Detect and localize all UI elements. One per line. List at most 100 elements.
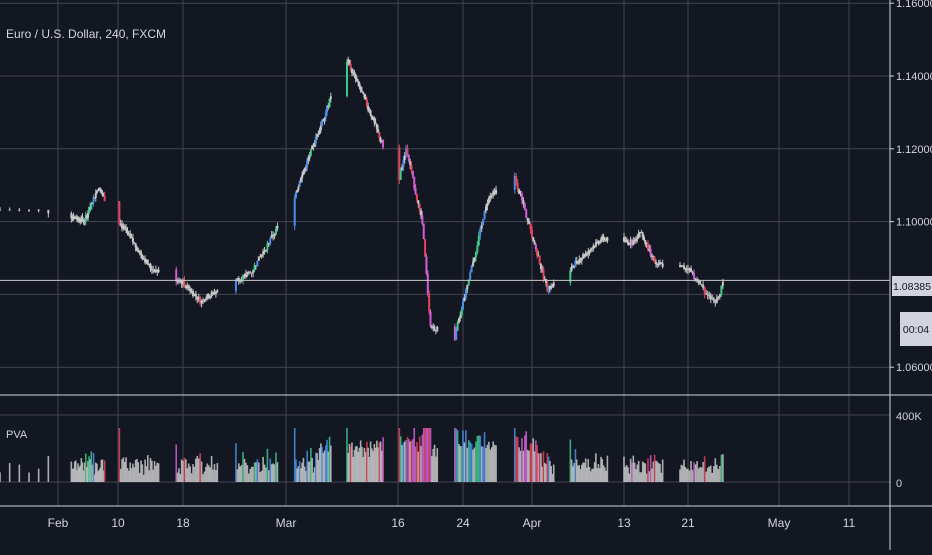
candle bbox=[323, 117, 326, 125]
candle bbox=[186, 282, 189, 291]
volume-bar bbox=[237, 463, 240, 482]
candle bbox=[425, 253, 428, 276]
volume-axis-label: 0 bbox=[896, 478, 902, 490]
candle bbox=[70, 211, 73, 223]
volume-bar bbox=[138, 472, 141, 482]
volume-bar bbox=[426, 428, 429, 482]
volume-bar bbox=[357, 451, 359, 482]
price-axis-label: 1.12000 bbox=[896, 144, 932, 156]
volume-bar bbox=[687, 468, 689, 482]
volume-bar bbox=[256, 459, 259, 482]
volume-bar bbox=[702, 461, 704, 482]
candle bbox=[347, 56, 350, 66]
candle bbox=[411, 170, 414, 179]
volume-bar bbox=[681, 465, 684, 482]
volume-bar bbox=[353, 449, 356, 482]
volume-bar bbox=[643, 462, 645, 482]
candle bbox=[460, 306, 463, 319]
volume-bar bbox=[541, 466, 544, 482]
volume-bar bbox=[93, 474, 96, 482]
candle bbox=[187, 284, 190, 291]
volume-bar bbox=[311, 457, 313, 482]
candle bbox=[536, 247, 539, 259]
volume-bar bbox=[661, 459, 664, 482]
volume-bar bbox=[696, 461, 698, 482]
volume-bar bbox=[465, 430, 467, 482]
volume-bar bbox=[265, 467, 267, 482]
candle bbox=[656, 263, 659, 269]
candle bbox=[368, 107, 371, 113]
candle bbox=[539, 262, 542, 273]
candle bbox=[644, 239, 647, 247]
candle bbox=[253, 262, 256, 273]
candle bbox=[457, 317, 460, 324]
volume-bar bbox=[245, 462, 247, 482]
volume-bar bbox=[516, 436, 519, 482]
candle bbox=[551, 283, 554, 288]
volume-bar bbox=[189, 466, 191, 482]
candle bbox=[633, 237, 636, 244]
volume-bar bbox=[152, 469, 155, 482]
candle bbox=[518, 188, 521, 195]
volume-bar bbox=[183, 457, 186, 482]
volume-bar bbox=[368, 456, 371, 482]
candle bbox=[606, 236, 609, 244]
volume-bar bbox=[403, 441, 406, 482]
candle bbox=[213, 288, 216, 296]
candle bbox=[214, 290, 217, 298]
volume-bar bbox=[202, 474, 204, 482]
volume-bar bbox=[318, 448, 321, 482]
volume-bar bbox=[584, 458, 587, 482]
volume-bar bbox=[132, 463, 134, 482]
volume-bar bbox=[258, 462, 260, 482]
volume-bar bbox=[262, 456, 264, 482]
candle bbox=[360, 86, 363, 93]
candle bbox=[645, 241, 648, 248]
candle bbox=[570, 263, 573, 273]
candle bbox=[304, 164, 307, 172]
volume-bar bbox=[644, 463, 647, 482]
volume-bar bbox=[532, 438, 535, 482]
volume-bar bbox=[436, 448, 439, 482]
volume-bar bbox=[598, 468, 601, 482]
candle bbox=[594, 238, 597, 248]
volume-bar bbox=[153, 461, 156, 482]
candle bbox=[135, 245, 138, 252]
candle bbox=[600, 236, 602, 244]
candle bbox=[184, 284, 187, 290]
volume-bar bbox=[521, 438, 523, 482]
candle bbox=[363, 93, 366, 100]
candle bbox=[297, 184, 300, 192]
candle bbox=[81, 213, 84, 223]
candle bbox=[47, 209, 50, 218]
volume-bar bbox=[323, 450, 326, 482]
volume-bar bbox=[322, 452, 325, 482]
volume-bar bbox=[364, 452, 367, 482]
volume-bar bbox=[379, 441, 382, 482]
volume-bar bbox=[543, 462, 546, 482]
candle bbox=[591, 247, 594, 252]
volume-bar bbox=[149, 458, 152, 482]
candle bbox=[196, 296, 199, 304]
volume-bar bbox=[363, 447, 366, 482]
candle bbox=[655, 259, 657, 268]
volume-bar bbox=[699, 467, 701, 482]
candle bbox=[542, 266, 545, 283]
candle bbox=[636, 234, 639, 243]
volume-bar bbox=[248, 473, 250, 482]
volume-bar bbox=[651, 468, 653, 482]
candle bbox=[199, 295, 202, 307]
candle bbox=[680, 265, 683, 268]
candle bbox=[455, 326, 458, 341]
candle bbox=[175, 266, 178, 286]
volume-bar bbox=[455, 428, 458, 482]
candle bbox=[700, 284, 703, 287]
candle bbox=[301, 171, 304, 183]
volume-bar bbox=[28, 472, 30, 482]
volume-bar bbox=[140, 460, 142, 482]
candle bbox=[91, 202, 94, 205]
volume-bar bbox=[425, 428, 428, 482]
volume-bar bbox=[600, 456, 602, 482]
